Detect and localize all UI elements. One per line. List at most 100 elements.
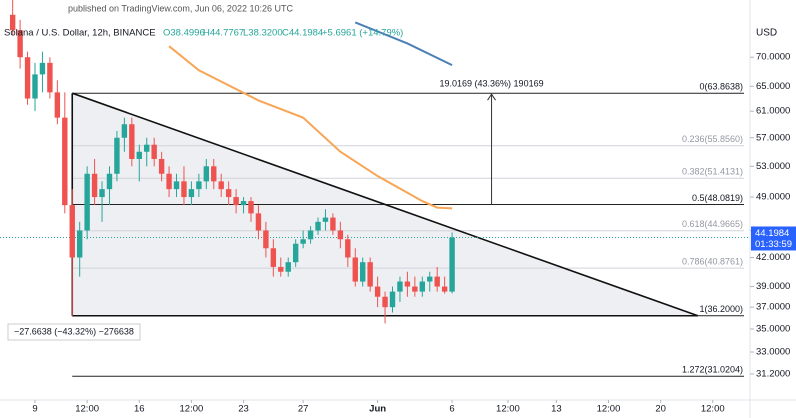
candle-body	[166, 173, 172, 190]
x-tick-label: 12:00	[496, 404, 520, 415]
candle-body	[330, 217, 336, 231]
candle-body	[397, 281, 403, 292]
fib-label: 0.786(40.8761)	[682, 256, 743, 266]
candle-body	[315, 221, 321, 231]
candle-body	[17, 30, 23, 58]
candle-body	[114, 137, 120, 174]
candle-body	[263, 230, 269, 249]
candle-body	[248, 201, 254, 214]
x-tick-label: 13	[551, 404, 562, 415]
candle-body	[203, 166, 210, 182]
candle-body	[99, 189, 105, 198]
candle-body	[62, 117, 68, 206]
price-tag-countdown: 01:33:59	[755, 239, 792, 250]
candle-body	[91, 173, 98, 198]
x-tick-label: 12:00	[701, 404, 725, 415]
plot-area: 0(63.8638) 0.236(55.8560) 0.382(51.4131) 0.…	[0, 0, 750, 377]
candle-body	[144, 144, 150, 152]
measure-down-label: −27.6638 (−43.32%) −276638	[14, 326, 134, 336]
candle-body	[449, 237, 455, 292]
measure-arrow-head	[487, 93, 496, 101]
candle-body	[441, 286, 448, 292]
triangle-upper	[71, 92, 699, 317]
candle-body	[419, 281, 425, 292]
candle-body	[360, 262, 366, 282]
y-tick-label: 35.0000	[756, 323, 790, 334]
candle-body	[151, 144, 157, 159]
ohlc-close: C44.1984	[282, 28, 323, 39]
y-tick-label: 65.0000	[756, 81, 790, 92]
y-axis-label: USD	[756, 28, 777, 39]
ohlc-high: H44.7767	[203, 28, 244, 39]
candle-body	[211, 166, 217, 182]
candle-body	[158, 158, 165, 174]
ohlc-low: L38.3200	[243, 28, 283, 39]
candle-body	[129, 124, 135, 159]
candle-body	[32, 74, 38, 99]
measure-up-label: 19.0169 (43.36%) 190169	[440, 79, 544, 89]
candle-body	[136, 151, 142, 159]
moving-average	[168, 45, 453, 210]
candle-body	[9, 14, 16, 31]
candle-body	[278, 266, 284, 272]
candle-body	[285, 262, 291, 272]
fib-label: 0.618(44.9665)	[682, 219, 743, 229]
candle-body	[181, 181, 187, 198]
x-tick-label: 20	[655, 404, 666, 415]
candle-body	[270, 248, 277, 267]
candle-body	[352, 257, 358, 282]
candle-body	[367, 262, 373, 287]
y-tick-label: 37.0000	[756, 302, 790, 313]
candle-body	[300, 239, 306, 244]
fib-label: 1.272(31.0204)	[682, 365, 743, 375]
x-tick-label: 12:00	[180, 404, 204, 415]
published-note: published on TradingView.com, Jun 06, 20…	[68, 3, 293, 13]
candle-body	[307, 230, 314, 240]
fib-label: 1(36.2000)	[699, 304, 743, 314]
candle-body	[322, 217, 329, 222]
candle-body	[47, 62, 53, 93]
triangle-fill	[72, 93, 698, 316]
candle-body	[39, 62, 46, 75]
candle-body	[218, 181, 224, 190]
candle-body	[382, 296, 388, 308]
candle-body	[69, 205, 75, 258]
candle-body	[196, 181, 202, 190]
y-tick-label: 53.0000	[756, 161, 790, 172]
candle-body	[412, 286, 418, 292]
candle-body	[188, 189, 195, 198]
candle-body	[255, 213, 262, 231]
x-tick-label: 12:00	[75, 404, 99, 415]
x-tick-label: 9	[32, 404, 37, 415]
y-tick-label: 33.0000	[756, 347, 790, 358]
candle-body	[434, 276, 440, 287]
candle-body	[225, 189, 232, 198]
y-tick-label: 49.0000	[756, 192, 790, 203]
y-tick-label: 31.2000	[756, 369, 790, 380]
candle-body	[76, 230, 83, 258]
price-tag	[751, 226, 796, 251]
candle-body	[427, 276, 433, 282]
fib-label: 0(63.8638)	[699, 82, 743, 92]
candle-body	[54, 92, 61, 118]
candle-body	[173, 181, 180, 190]
candle-body	[404, 281, 411, 287]
ohlc-change: +5.6961 (+14.79%)	[322, 28, 403, 39]
candle-body	[106, 173, 113, 190]
candle-body	[292, 243, 299, 263]
moving-average	[354, 21, 453, 67]
x-tick-label: 16	[134, 404, 145, 415]
measure-down-box	[7, 323, 141, 341]
y-tick-label: 57.0000	[756, 132, 790, 143]
fib-label: 0.236(55.8560)	[682, 134, 743, 144]
y-tick-label: 39.0000	[756, 281, 790, 292]
candle-body	[337, 230, 344, 240]
x-tick-label: 12:00	[597, 404, 621, 415]
candle-body	[121, 124, 128, 138]
candle-body	[374, 286, 381, 297]
candle-body	[84, 173, 90, 231]
fib-label: 0.5(48.0819)	[692, 193, 743, 203]
fib-label: 0.382(51.4131)	[682, 167, 743, 177]
symbol: Solana / U.S. Dollar, 12h, BINANCE	[4, 28, 156, 39]
